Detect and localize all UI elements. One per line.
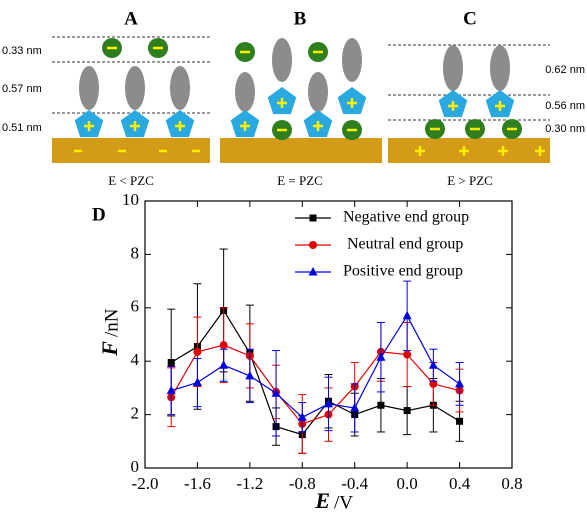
marker	[402, 310, 412, 320]
alkyl-chain	[490, 45, 510, 91]
panel-caption: E < PZC	[108, 173, 154, 188]
alkyl-chain	[235, 72, 255, 112]
marker	[271, 388, 281, 397]
legend-label: Negative end group	[343, 209, 469, 226]
schematic: A 0.33 nm 0.57 nm 0.51 nm E < PZC B E = …	[2, 8, 585, 188]
distance-label: 0.57 nm	[2, 83, 42, 95]
alkyl-chain	[342, 38, 362, 82]
alkyl-chain	[79, 66, 99, 110]
x-tick-label: -0.8	[289, 474, 316, 493]
chart: D E /V F /nN -2.0 -1.6 -1.2 -0.8 -0.4 0.0 0.4 0…	[92, 190, 523, 513]
marker	[428, 360, 438, 369]
panel-caption: E > PZC	[447, 173, 493, 188]
marker	[324, 398, 333, 408]
y-tick-label: 8	[131, 243, 140, 262]
distance-label: 0.62 nm	[545, 64, 585, 76]
marker	[403, 350, 412, 359]
distance-label: 0.51 nm	[2, 122, 42, 134]
legend-label: Neutral end group	[347, 236, 463, 253]
marker	[192, 377, 202, 387]
series-line	[170, 309, 460, 436]
marker	[219, 341, 228, 350]
y-tick-label: 0	[131, 457, 140, 476]
y-tick-label: 2	[131, 404, 140, 423]
distance-label: 0.56 nm	[545, 100, 585, 112]
legend-marker	[308, 267, 318, 276]
marker	[376, 352, 386, 361]
x-axis-unit: /V	[334, 492, 353, 513]
y-tick-label: 6	[131, 297, 140, 316]
panel-label: B	[294, 8, 307, 29]
x-tick-label: 0.4	[449, 474, 471, 493]
x-tick-label: -1.2	[236, 474, 263, 493]
y-axis-unit: /nN	[101, 308, 122, 337]
x-tick-label: -2.0	[132, 474, 159, 493]
marker	[455, 378, 465, 388]
y-axis-symbol: F	[97, 341, 122, 357]
panel-label: D	[92, 204, 106, 225]
marker	[167, 359, 175, 367]
x-tick-label: 0.0	[397, 474, 418, 493]
panel-caption: E = PZC	[277, 173, 323, 188]
series-line	[170, 344, 460, 425]
legend-label: Positive end group	[343, 263, 463, 280]
x-tick-label: 0.8	[501, 474, 522, 493]
panel-label: C	[463, 8, 477, 29]
legend-marker	[309, 241, 317, 249]
distance-label: 0.30 nm	[545, 123, 585, 135]
marker	[219, 360, 229, 369]
marker	[429, 379, 438, 388]
alkyl-chain	[125, 66, 145, 110]
alkyl-chain	[443, 45, 463, 91]
y-tick-label: 4	[131, 350, 140, 369]
alkyl-chain	[272, 38, 292, 82]
marker	[350, 402, 360, 412]
marker	[245, 370, 255, 380]
plot-frame	[144, 200, 513, 469]
electrode	[220, 138, 382, 163]
x-axis-symbol: E	[314, 488, 330, 513]
x-tick-label: -1.6	[184, 474, 211, 493]
marker	[166, 385, 176, 395]
panel-label: A	[124, 8, 138, 29]
marker	[297, 412, 307, 421]
distance-label: 0.33 nm	[2, 45, 42, 57]
series-line	[171, 314, 460, 418]
alkyl-chain	[308, 72, 328, 112]
legend-marker	[309, 214, 317, 222]
marker	[456, 417, 464, 425]
alkyl-chain	[170, 66, 190, 110]
marker	[377, 401, 385, 409]
marker	[193, 347, 202, 356]
y-tick-label: 10	[122, 190, 139, 209]
marker	[403, 407, 411, 415]
x-tick-label: -0.4	[341, 474, 368, 493]
